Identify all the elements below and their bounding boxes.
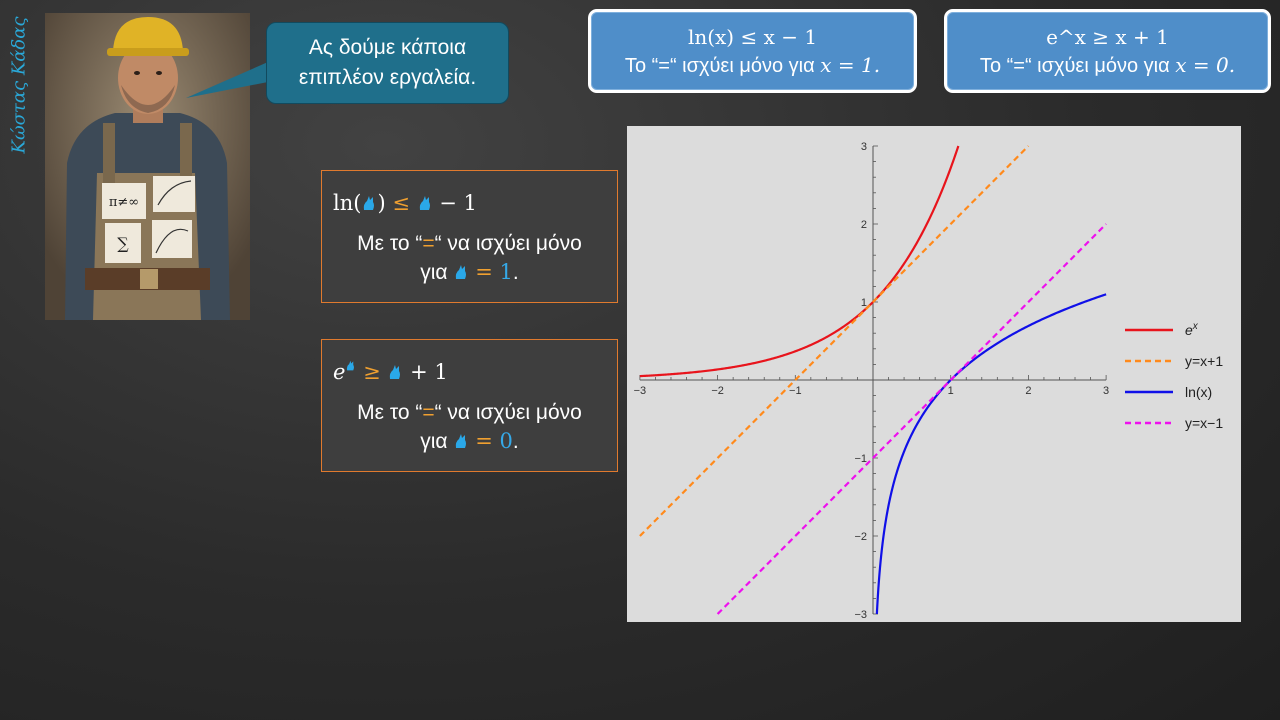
x-tick-label: 3: [1103, 385, 1109, 397]
ln-condition-prefix: Το “=“ ισχύει μόνο για: [624, 54, 821, 77]
exp-inequality-box: e^x ≥ x + 1 Το “=“ ισχύει μόνο για x = 0…: [944, 9, 1271, 93]
ln-inequality-box: ln(x) ≤ x − 1 Το “=“ ισχύει μόνο για x =…: [588, 9, 917, 93]
period: .: [512, 261, 519, 284]
svg-text:∑: ∑: [117, 234, 129, 253]
series-xminus1: [716, 223, 1107, 615]
exp-condition-value: x = 0.: [1175, 52, 1236, 77]
speech-line-2: επιπλέον εργαλεία.: [298, 66, 477, 89]
y-tick-label: −3: [854, 609, 867, 621]
author-name: Κώστας Κάδας: [8, 16, 30, 154]
leq-symbol: ≤: [392, 191, 410, 215]
series-exp: [639, 145, 960, 378]
y-tick-label: 1: [861, 297, 867, 309]
exp-cat-description: Με το “=“ να ισχύει μόνο για = 0.: [322, 398, 617, 456]
exp-cat-formula: e ≥ + 1: [333, 360, 448, 384]
cat-icon: [364, 196, 375, 210]
geq-symbol: ≥: [363, 360, 381, 384]
ln-cat-suffix: − 1: [432, 191, 477, 215]
exp-cat-desc-line2: για = 0.: [322, 427, 617, 456]
legend-label-ln: ln(x): [1185, 384, 1212, 400]
function-plot: −3 −2 −1 1 2 3 −3 −2 −1 1 2 3 ex y=x+1 ln(x) y=x−1: [627, 126, 1241, 622]
ln-cat-description: Με το “=“ να ισχύει μόνο για = 1.: [322, 229, 617, 287]
x-tick-label: −3: [634, 385, 647, 397]
plot-svg: −3 −2 −1 1 2 3 −3 −2 −1 1 2 3 ex y=x+1 ln(x) y=x−1: [634, 141, 1224, 621]
legend: ex y=x+1 ln(x) y=x−1: [1125, 321, 1223, 431]
exp-equality-condition: Το “=“ ισχύει μόνο για x = 0.: [980, 51, 1235, 80]
speech-line-1: Ας δούμε κάποια: [308, 36, 467, 59]
desc-suffix: “ να ισχύει μόνο: [434, 401, 582, 424]
ln-inequality-formula: ln(x) ≤ x − 1: [688, 23, 817, 51]
legend-label-xminus1: y=x−1: [1185, 415, 1223, 431]
y-tick-label: 3: [861, 141, 867, 153]
ln-cat-desc-line1: Με το “=“ να ισχύει μόνο: [322, 229, 617, 258]
ln-cat-card: ln() ≤ − 1 Με το “=“ να ισχύει μόνο για …: [321, 170, 618, 303]
bubble-tail: [186, 62, 268, 98]
eq2-symbol: =: [475, 260, 500, 284]
ln-cat-mid: ): [377, 191, 393, 215]
y-tick-label: −1: [854, 453, 867, 465]
series-ln: [875, 293, 1107, 615]
period: .: [512, 430, 519, 453]
ln-cat-prefix: ln(: [333, 191, 362, 215]
axes: −3 −2 −1 1 2 3 −3 −2 −1 1 2 3: [634, 141, 1110, 621]
eq-symbol: =: [422, 232, 435, 255]
legend-label-exp: ex: [1185, 321, 1199, 338]
y-tick-label: −2: [854, 531, 867, 543]
cat-exponent-icon: [347, 360, 355, 371]
exp-cat-card: e ≥ + 1 Με το “=“ να ισχύει μόνο για = 0…: [321, 339, 618, 472]
eq-symbol: =: [422, 401, 435, 424]
x-tick-label: 2: [1025, 385, 1031, 397]
cat-icon: [390, 365, 401, 379]
worker-illustration: π≠∞ ∑: [45, 13, 250, 320]
equality-value: 1: [499, 260, 513, 284]
desc-prefix: Με το “: [357, 232, 423, 255]
desc-line2-prefix: για: [420, 430, 454, 453]
y-tick-label: 2: [861, 219, 867, 231]
ln-cat-desc-line2: για = 1.: [322, 258, 617, 287]
cat-icon: [456, 265, 467, 279]
worker-portrait: π≠∞ ∑: [45, 13, 250, 320]
cat-icon: [456, 434, 467, 448]
x-tick-label: 1: [948, 385, 954, 397]
ln-condition-value: x = 1.: [820, 52, 881, 77]
cat-icon: [419, 196, 430, 210]
x-tick-label: −1: [789, 385, 802, 397]
series-xplus1: [639, 145, 1030, 537]
ln-equality-condition: Το “=“ ισχύει μόνο για x = 1.: [625, 51, 880, 80]
desc-line2-prefix: για: [420, 261, 454, 284]
exp-cat-base: e: [333, 360, 346, 384]
exp-inequality-text: e^x ≥ x + 1: [1046, 24, 1169, 49]
svg-text:π≠∞: π≠∞: [109, 195, 139, 210]
exp-cat-desc-line1: Με το “=“ να ισχύει μόνο: [322, 398, 617, 427]
curves: [639, 145, 1107, 615]
author-signature: Κώστας Κάδας: [6, 10, 32, 160]
x-tick-label: −2: [711, 385, 724, 397]
ln-cat-formula: ln() ≤ − 1: [333, 191, 477, 215]
ln-inequality-text: ln(x) ≤ x − 1: [687, 24, 818, 49]
desc-suffix: “ να ισχύει μόνο: [434, 232, 582, 255]
desc-prefix: Με το “: [357, 401, 423, 424]
speech-bubble: Ας δούμε κάποια επιπλέον εργαλεία.: [266, 22, 509, 104]
exp-inequality-formula: e^x ≥ x + 1: [1046, 23, 1169, 51]
exp-cat-suffix: + 1: [403, 360, 448, 384]
equality-value: 0: [499, 429, 513, 453]
legend-label-xplus1: y=x+1: [1185, 353, 1223, 369]
exp-condition-prefix: Το “=“ ισχύει μόνο για: [979, 54, 1176, 77]
eq2-symbol: =: [475, 429, 500, 453]
